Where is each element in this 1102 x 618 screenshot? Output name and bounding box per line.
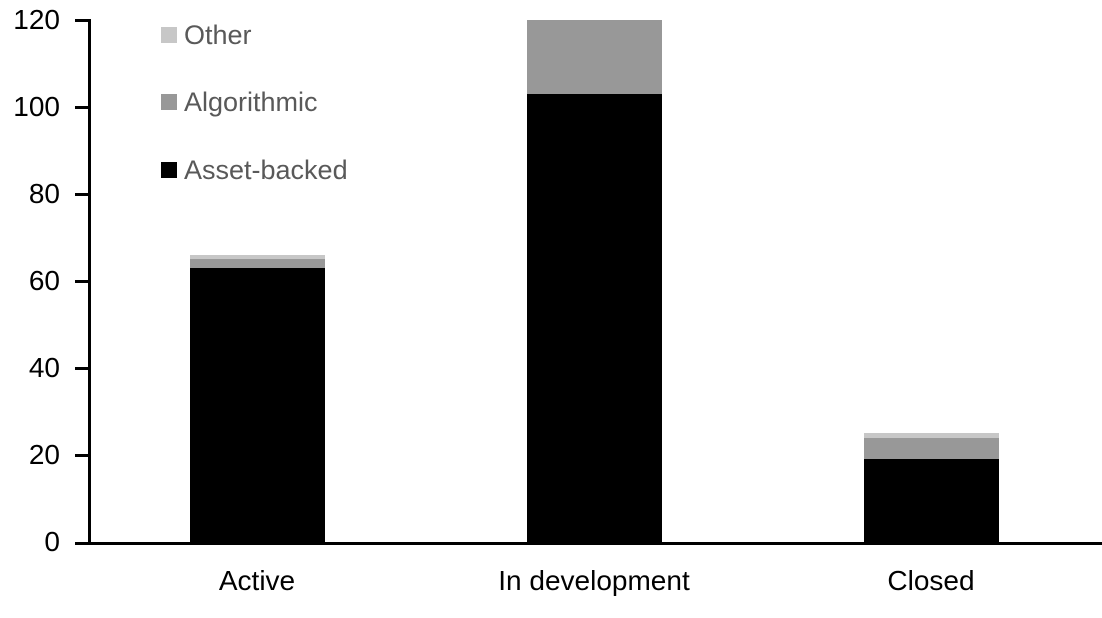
y-tick-label: 0: [44, 526, 60, 557]
legend-label: Algorithmic: [184, 87, 318, 117]
bar-segment-algorithmic-active: [189, 259, 325, 268]
bar-segment-other-closed: [863, 433, 999, 438]
x-axis-line: [75, 542, 1102, 545]
legend-label: Asset-backed: [184, 155, 348, 185]
y-tick-label: 60: [28, 265, 60, 296]
y-tick-mark: [75, 19, 91, 22]
bar-segment-asset-backed-active: [189, 267, 325, 542]
x-tick-label-active: Active: [218, 565, 296, 596]
y-tick-label: 20: [28, 439, 60, 470]
x-tick-label-in-development: In development: [498, 565, 690, 596]
legend-item-algorithmic: Algorithmic: [161, 88, 318, 116]
bar-segment-asset-backed-in-development: [526, 93, 662, 542]
y-tick-mark: [75, 193, 91, 196]
bar-segment-asset-backed-closed: [863, 459, 999, 542]
y-tick-mark: [75, 280, 91, 283]
legend-swatch-icon: [161, 94, 177, 110]
y-tick-mark: [75, 367, 91, 370]
legend-item-other: Other: [161, 21, 252, 49]
bar-segment-algorithmic-closed: [863, 437, 999, 460]
y-tick-label: 120: [13, 4, 60, 35]
legend-swatch-icon: [161, 27, 177, 43]
y-tick-label: 100: [13, 91, 60, 122]
y-tick-label: 40: [28, 352, 60, 383]
bar-segment-other-active: [189, 254, 325, 260]
legend-label: Other: [184, 20, 252, 50]
legend-swatch-icon: [161, 162, 177, 178]
y-tick-mark: [75, 106, 91, 109]
x-tick-label-closed: Closed: [887, 565, 975, 596]
y-tick-mark: [75, 454, 91, 457]
bar-segment-algorithmic-in-development: [526, 20, 662, 94]
y-tick-label: 80: [28, 178, 60, 209]
legend-item-asset-backed: Asset-backed: [161, 156, 348, 184]
